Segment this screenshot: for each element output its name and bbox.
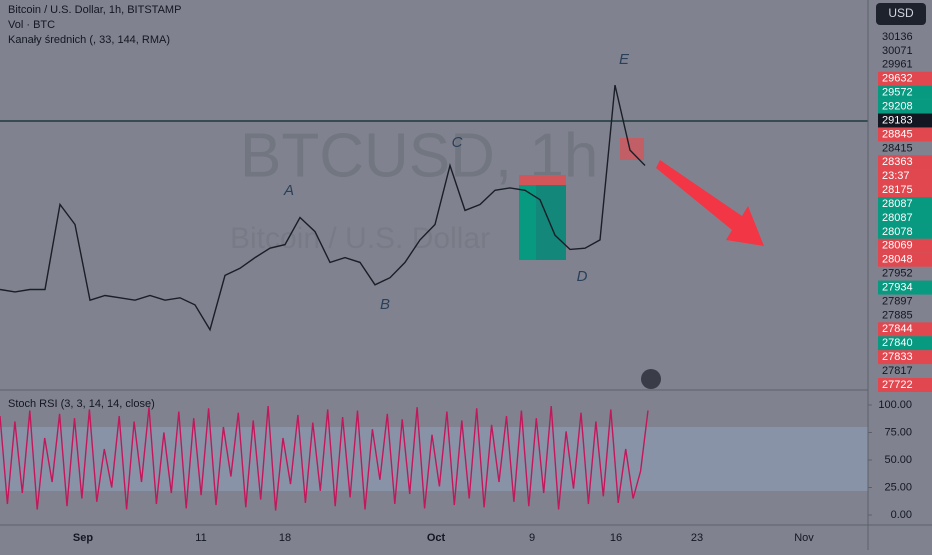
- price-label: 27833: [882, 351, 913, 363]
- price-label-bg: [878, 197, 932, 212]
- series-line: [0, 84, 646, 332]
- price-label: 28175: [882, 184, 913, 196]
- price-label: 29208: [882, 101, 913, 113]
- price-label-bg: [878, 127, 932, 142]
- time-label: 23: [691, 532, 703, 544]
- price-label-bg: [878, 113, 932, 128]
- y-tick-label: 50.00: [884, 454, 912, 466]
- price-label: 28363: [882, 156, 913, 168]
- price-label-bg: [878, 183, 932, 198]
- price-label: 27722: [882, 379, 913, 391]
- price-label: 29961: [882, 59, 913, 71]
- price-label-bg: [878, 71, 932, 86]
- wave-label: C: [452, 134, 463, 151]
- price-label: 28078: [882, 226, 913, 238]
- rsi-title: Stoch RSI (3, 3, 14, 14, close): [8, 398, 155, 410]
- price-label-bg: [878, 280, 932, 295]
- indicator-label: Kanały średnich (, 33, 144, RMA): [8, 34, 170, 46]
- y-tick-label: 100.00: [878, 399, 912, 411]
- price-label: 28087: [882, 212, 913, 224]
- arrow: [656, 160, 764, 246]
- time-label: 18: [279, 532, 291, 544]
- price-label: 27897: [882, 295, 913, 307]
- symbol-title: Bitcoin / U.S. Dollar, 1h, BITSTAMP: [8, 4, 181, 16]
- wave-label: E: [619, 51, 630, 68]
- price-label: 28415: [882, 142, 913, 154]
- price-label-bg: [878, 238, 932, 253]
- price-label: 30071: [882, 45, 913, 57]
- price-label-bg: [878, 378, 932, 392]
- price-label: 27885: [882, 309, 913, 321]
- price-label-bg: [878, 224, 932, 239]
- y-tick-label: 25.00: [884, 481, 912, 493]
- price-label: 28087: [882, 198, 913, 210]
- price-label: 27840: [882, 337, 913, 349]
- position-box-green: [519, 185, 536, 260]
- wave-label: A: [283, 182, 294, 199]
- y-tick-label: 0.00: [891, 509, 912, 521]
- price-label: 27844: [882, 323, 913, 335]
- price-label-bg: [878, 85, 932, 100]
- time-label: 16: [610, 532, 622, 544]
- time-label: Sep: [73, 532, 93, 544]
- currency-label[interactable]: USD: [888, 6, 914, 20]
- time-label: Oct: [427, 532, 446, 544]
- position-box-green: [536, 185, 566, 260]
- rsi-band: [0, 427, 868, 491]
- time-label: Nov: [794, 532, 814, 544]
- price-label: 28845: [882, 128, 913, 140]
- price-label: 27934: [882, 281, 913, 293]
- currency-button[interactable]: [876, 3, 926, 25]
- price-label-bg: [878, 210, 932, 225]
- price-label-bg: [878, 99, 932, 114]
- price-label: 30136: [882, 31, 913, 43]
- time-label: 11: [195, 532, 206, 544]
- position-box-red: [620, 138, 644, 160]
- position-box-red: [519, 175, 566, 185]
- price-label: 29183: [882, 114, 913, 126]
- price-label-bg: [878, 169, 932, 184]
- price-label-bg: [878, 155, 932, 170]
- price-label: 29632: [882, 73, 913, 85]
- time-label: 9: [529, 532, 535, 544]
- series-line: [0, 406, 649, 511]
- wave-label: B: [380, 296, 390, 313]
- price-label: 27817: [882, 365, 913, 377]
- price-label: 27952: [882, 268, 913, 280]
- price-label-bg: [878, 252, 932, 267]
- price-label-bg: [878, 336, 932, 351]
- price-label: 29572: [882, 87, 913, 99]
- volume-label: Vol · BTC: [8, 19, 55, 31]
- price-label: 23:37: [882, 170, 910, 182]
- price-label: 28048: [882, 254, 913, 266]
- price-label-bg: [878, 350, 932, 365]
- price-label-bg: [878, 322, 932, 337]
- wave-label: D: [577, 268, 588, 285]
- y-tick-label: 75.00: [884, 426, 912, 438]
- watermark-name: Bitcoin / U.S. Dollar: [230, 222, 490, 255]
- price-label: 28069: [882, 240, 913, 252]
- event-icon: [641, 369, 661, 389]
